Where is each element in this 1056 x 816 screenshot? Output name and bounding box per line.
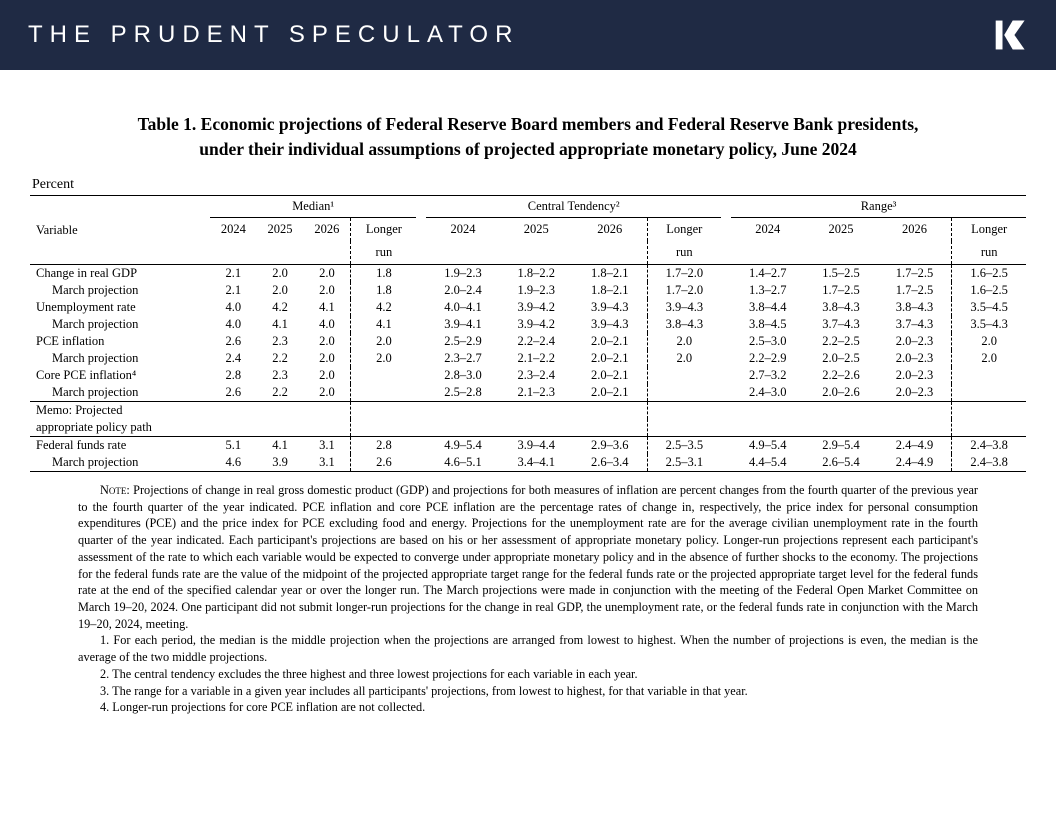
projections-table: Variable Median¹ Central Tendency² Range… — [30, 195, 1026, 472]
table-row: March projection4.04.14.04.13.9–4.13.9–4… — [30, 316, 1026, 333]
row-label: Federal funds rate — [30, 437, 210, 455]
table-row: Core PCE inflation⁴2.82.32.02.8–3.02.3–2… — [30, 367, 1026, 384]
col-group-range: Range³ — [731, 196, 1026, 218]
table-title-line2: under their individual assumptions of pr… — [30, 137, 1026, 162]
footnote-2: 2. The central tendency excludes the thr… — [78, 666, 978, 683]
brand-logo-icon — [994, 20, 1028, 50]
row-label: March projection — [30, 350, 210, 367]
row-label: Change in real GDP — [30, 265, 210, 283]
table-title-line1: Table 1. Economic projections of Federal… — [138, 114, 919, 134]
table-title: Table 1. Economic projections of Federal… — [30, 112, 1026, 161]
footnotes: Note: Projections of change in real gros… — [30, 472, 1026, 716]
footnote-1: 1. For each period, the median is the mi… — [78, 632, 978, 665]
footnote-4: 4. Longer-run projections for core PCE i… — [78, 699, 978, 716]
row-label: March projection — [30, 384, 210, 402]
footnote-3: 3. The range for a variable in a given y… — [78, 683, 978, 700]
table-row: March projection2.62.22.02.5–2.82.1–2.32… — [30, 384, 1026, 402]
table-row: appropriate policy path — [30, 419, 1026, 437]
col-variable: Variable — [30, 196, 210, 265]
col-group-median: Median¹ — [210, 196, 416, 218]
header-title: THE PRUDENT SPECULATOR — [28, 21, 519, 49]
row-label: March projection — [30, 454, 210, 472]
row-label: appropriate policy path — [30, 419, 210, 437]
row-label: March projection — [30, 316, 210, 333]
row-label: March projection — [30, 282, 210, 299]
row-label: Unemployment rate — [30, 299, 210, 316]
table-row: March projection2.42.22.02.02.3–2.72.1–2… — [30, 350, 1026, 367]
page-header: THE PRUDENT SPECULATOR — [0, 0, 1056, 70]
table-row: PCE inflation2.62.32.02.02.5–2.92.2–2.42… — [30, 333, 1026, 350]
table-row: Change in real GDP2.12.02.01.81.9–2.31.8… — [30, 265, 1026, 283]
table-row: Memo: Projected — [30, 402, 1026, 420]
table-row: March projection4.63.93.12.64.6–5.13.4–4… — [30, 454, 1026, 472]
table-row: Federal funds rate5.14.13.12.84.9–5.43.9… — [30, 437, 1026, 455]
row-label: Memo: Projected — [30, 402, 210, 420]
col-group-central: Central Tendency² — [426, 196, 721, 218]
table-row: Unemployment rate4.04.24.14.24.0–4.13.9–… — [30, 299, 1026, 316]
percent-label: Percent — [30, 177, 1026, 193]
footnote-main: Note: Projections of change in real gros… — [78, 482, 978, 632]
content-area: Table 1. Economic projections of Federal… — [0, 70, 1056, 716]
table-body: Change in real GDP2.12.02.01.81.9–2.31.8… — [30, 265, 1026, 472]
row-label: PCE inflation — [30, 333, 210, 350]
table-row: March projection2.12.02.01.82.0–2.41.9–2… — [30, 282, 1026, 299]
row-label: Core PCE inflation⁴ — [30, 367, 210, 384]
